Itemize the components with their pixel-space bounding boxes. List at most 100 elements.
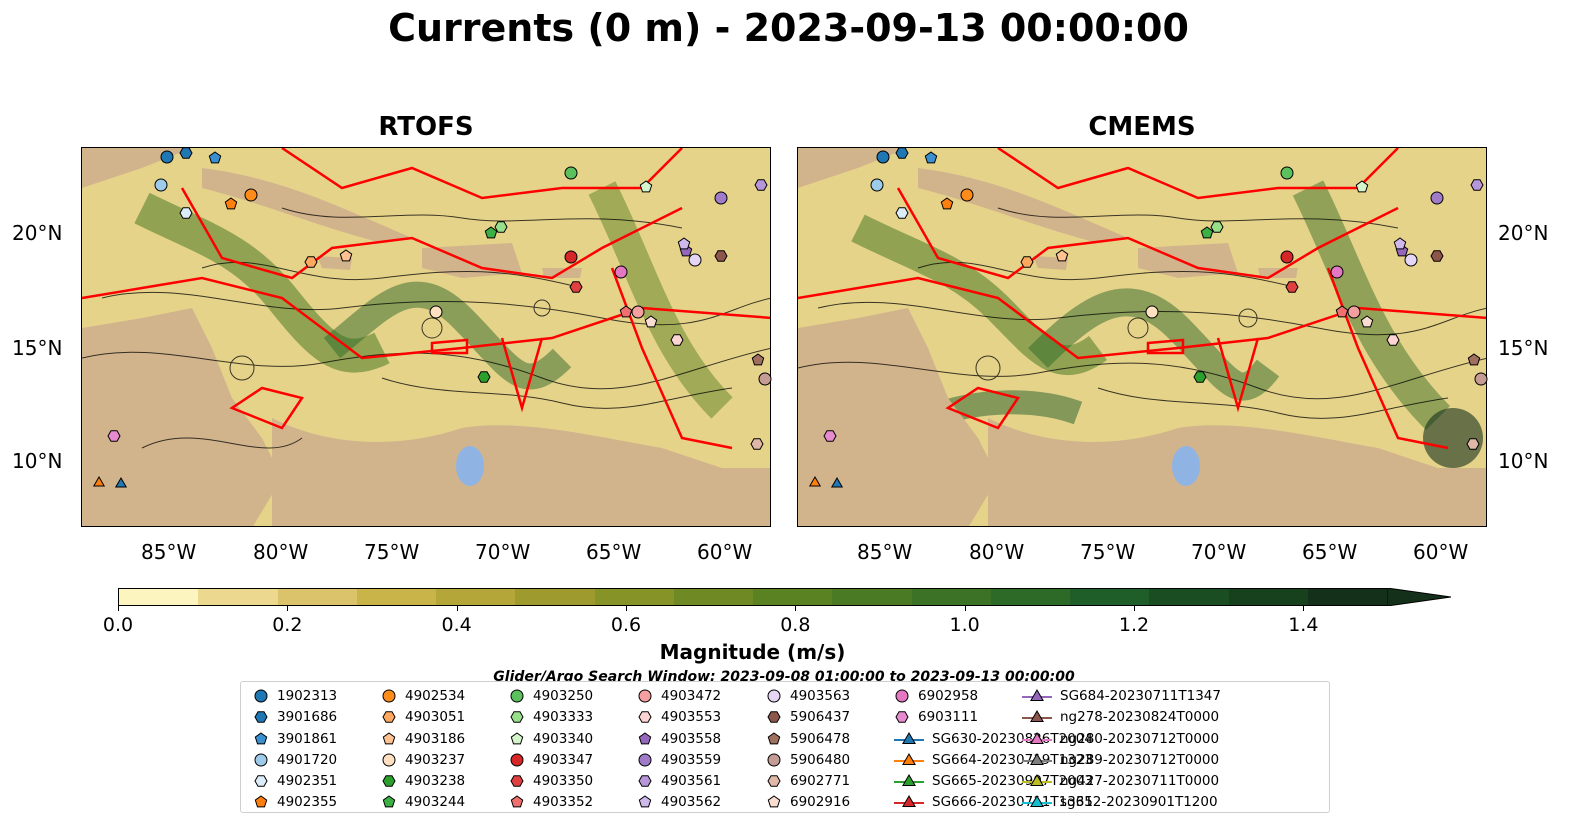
legend-marker-triangle-icon: [1022, 795, 1052, 807]
panel-title-cmems: CMEMS: [1088, 112, 1196, 142]
legend-item: 6902916: [766, 791, 850, 813]
legend-item: 4903350: [509, 770, 593, 792]
map-marker: [924, 151, 938, 164]
map-marker: [639, 180, 653, 193]
colorbar-segment: [673, 589, 753, 605]
legend-label: 6902958: [918, 688, 979, 704]
map-marker: [564, 166, 578, 180]
legend-label: 6902771: [790, 773, 851, 789]
lon-label-80w: 80°W: [253, 540, 309, 564]
map-marker: [1020, 256, 1034, 268]
legend-item: sg652-20230901T1200: [1022, 791, 1218, 813]
legend-label: 4903558: [661, 731, 722, 747]
legend-marker-circle-icon: [895, 689, 909, 703]
legend-item: SG684-20230711T1347: [1022, 685, 1221, 707]
legend-marker-circle-icon: [638, 753, 652, 767]
map-marker: [244, 188, 258, 202]
lat-label-10n-left: 10°N: [12, 449, 63, 473]
map-cmems: [798, 148, 1486, 526]
legend-label: SG630-20230826T2004: [932, 731, 1093, 747]
legend-item: SG666-20230711T1331: [894, 791, 1093, 813]
colorbar-tick-mark: [964, 606, 966, 611]
legend-item: 4903238: [381, 770, 465, 792]
map-marker: [1467, 353, 1481, 366]
legend-item: 5906478: [766, 728, 850, 750]
colorbar-segment: [832, 589, 912, 605]
map-marker: [808, 476, 822, 487]
colorbar-segment: [1307, 589, 1387, 605]
lon-label-65w: 65°W: [1302, 540, 1358, 564]
legend-marker-hexagon-icon: [254, 775, 268, 787]
legend-marker-circle-icon: [254, 689, 268, 703]
legend-item: 4902355: [253, 791, 337, 813]
legend-marker-pentagon-icon: [767, 732, 781, 745]
map-marker: [619, 305, 633, 318]
lat-label-15n-right: 15°N: [1498, 336, 1549, 360]
map-marker: [1404, 253, 1418, 267]
map-marker: [484, 226, 498, 239]
legend-marker-pentagon-icon: [767, 795, 781, 808]
colorbar-segment: [436, 589, 516, 605]
legend-marker-triangle-icon: [1022, 732, 1052, 744]
legend-item: SG664-20230719T1323: [894, 749, 1093, 771]
legend-item: 3901686: [253, 706, 337, 728]
legend-item: 5906480: [766, 749, 850, 771]
legend-marker-hexagon-icon: [254, 711, 268, 723]
legend-label: sg652-20230901T1200: [1060, 794, 1218, 810]
lon-label-60w: 60°W: [697, 540, 753, 564]
legend-label: 4903559: [661, 752, 722, 768]
colorbar-segment: [277, 589, 357, 605]
legend-marker-pentagon-icon: [638, 795, 652, 808]
map-marker: [688, 253, 702, 267]
map-marker: [751, 353, 765, 366]
map-panel-cmems: [797, 147, 1487, 527]
legend-item: 4903237: [381, 749, 465, 771]
legend-label: 4903347: [533, 752, 594, 768]
map-marker: [830, 477, 844, 488]
map-marker: [1386, 334, 1400, 346]
colorbar-tick-mark: [1303, 606, 1305, 611]
colorbar-tick-mark: [456, 606, 458, 611]
colorbar-tick-label: 0.4: [441, 614, 472, 636]
map-marker: [1393, 237, 1407, 250]
legend-label: 5906478: [790, 731, 851, 747]
lon-label-75w: 75°W: [364, 540, 420, 564]
legend-item: 4903340: [509, 728, 593, 750]
legend-marker-circle-icon: [510, 689, 524, 703]
legend-marker-hexagon-icon: [767, 711, 781, 723]
legend-item: 4903561: [637, 770, 721, 792]
legend-item: 4903472: [637, 685, 721, 707]
legend-marker-pentagon-icon: [254, 795, 268, 808]
legend-marker-pentagon-icon: [382, 732, 396, 745]
map-marker: [758, 372, 772, 386]
map-marker: [1430, 250, 1444, 262]
legend-label: 4902351: [277, 773, 338, 789]
legend-marker-triangle-icon: [894, 732, 924, 744]
map-marker: [114, 477, 128, 488]
colorbar-tick-label: 1.0: [949, 614, 980, 636]
map-marker: [569, 281, 583, 293]
legend-label: 4903244: [405, 794, 466, 810]
map-rtofs: [82, 148, 770, 526]
legend-label: 4903237: [405, 752, 466, 768]
map-marker: [339, 249, 353, 262]
map-marker: [614, 265, 628, 279]
map-marker: [677, 237, 691, 250]
legend-marker-pentagon-icon: [510, 732, 524, 745]
map-marker: [895, 207, 909, 219]
legend-marker-circle-icon: [767, 753, 781, 767]
legend-label: ng278-20230824T0000: [1060, 709, 1220, 725]
legend-item: 4903051: [381, 706, 465, 728]
map-marker: [1355, 180, 1369, 193]
colorbar-segment: [119, 589, 199, 605]
legend-item: 4903250: [509, 685, 593, 707]
legend-item: 4903186: [381, 728, 465, 750]
colorbar-tick-label: 1.4: [1288, 614, 1319, 636]
map-marker: [1210, 221, 1224, 233]
legend-label: 4903186: [405, 731, 466, 747]
map-marker: [1285, 281, 1299, 293]
legend-item: 3901861: [253, 728, 337, 750]
map-marker: [1200, 226, 1214, 239]
legend-label: 1902313: [277, 688, 338, 704]
legend-item: ng280-20230712T0000: [1022, 728, 1219, 750]
